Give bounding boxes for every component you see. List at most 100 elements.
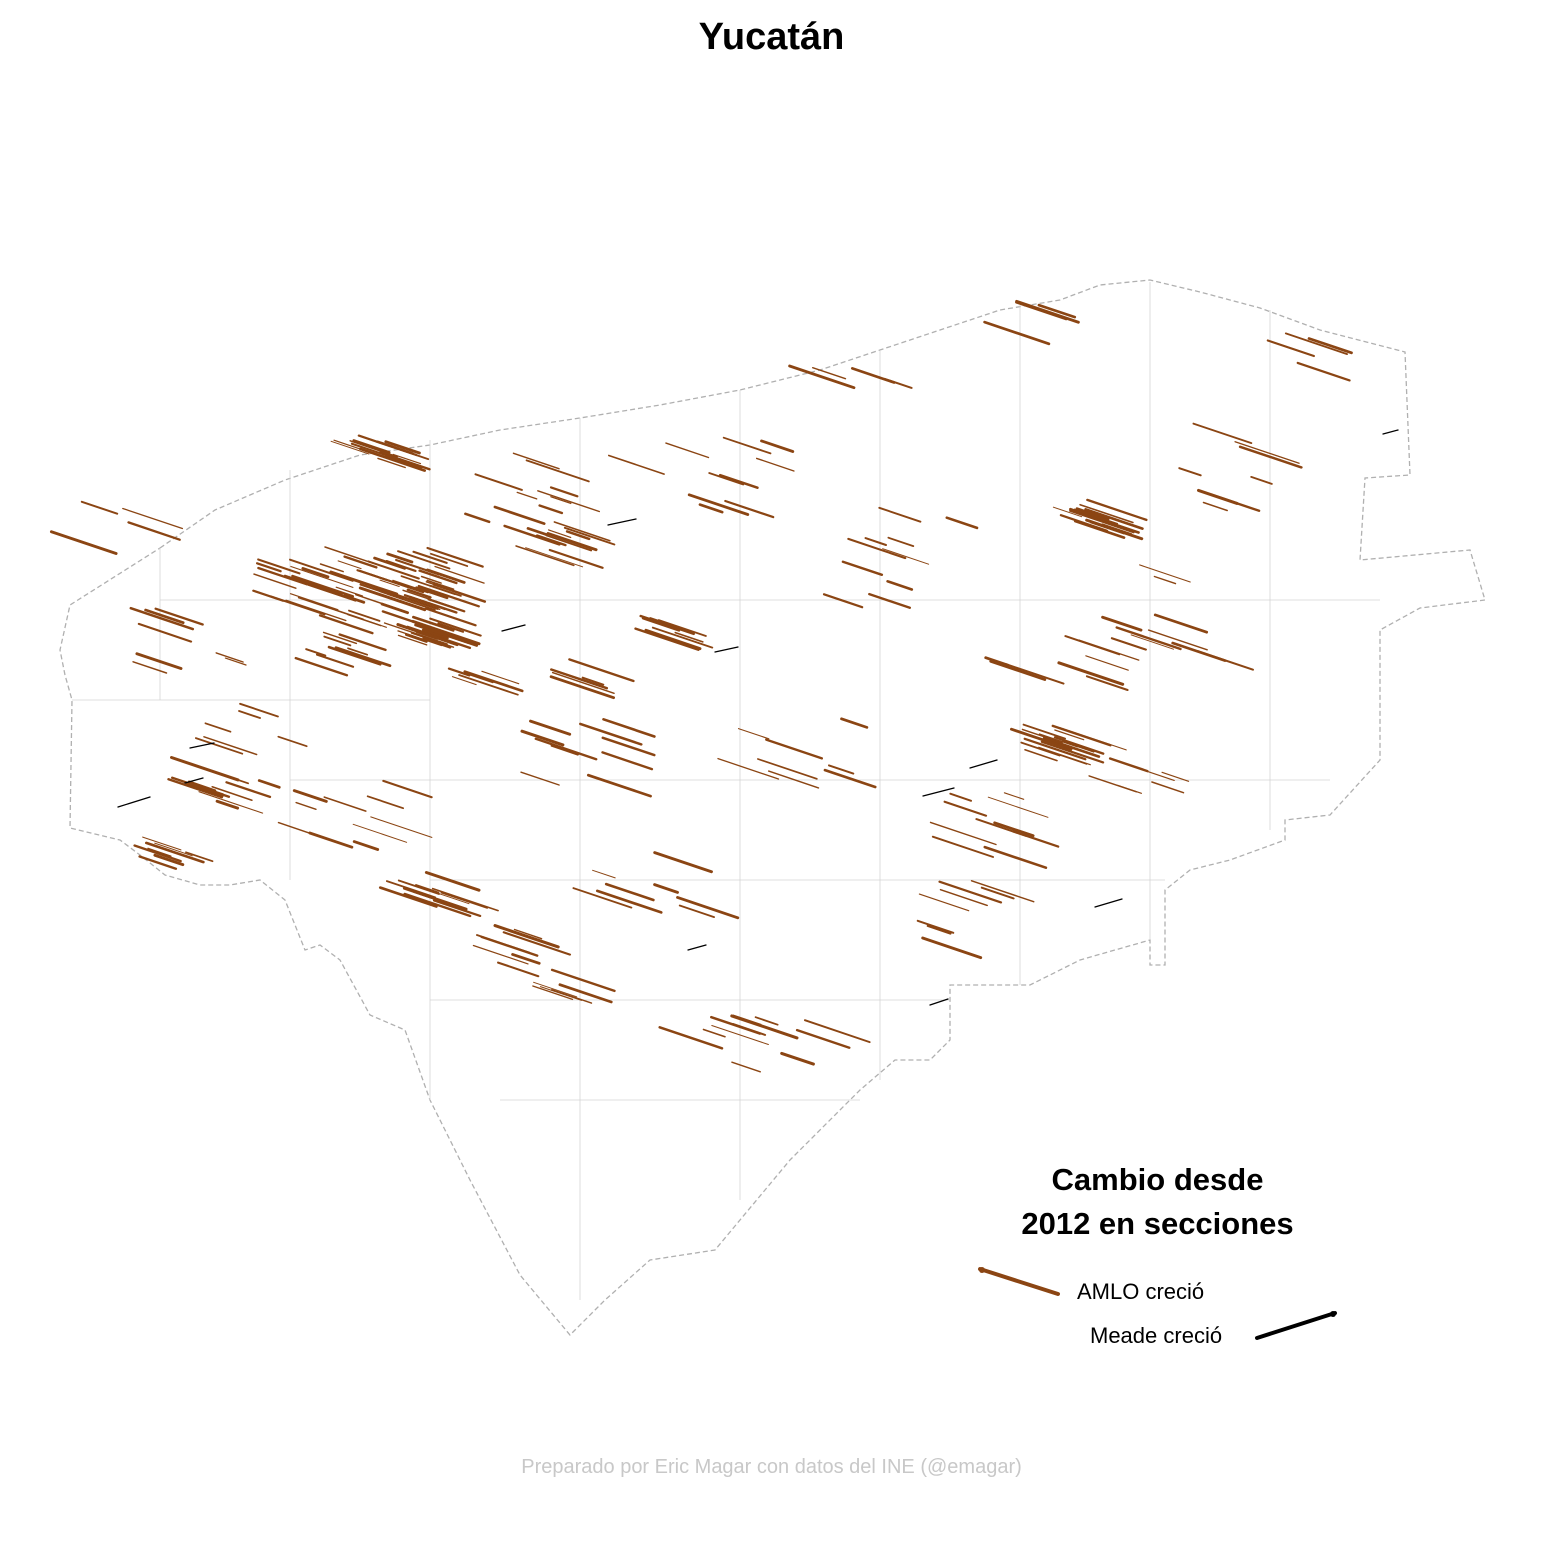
amlo-arrow [653,883,679,894]
amlo-arrow [1115,626,1182,651]
amlo-arrow [185,782,224,797]
amlo-arrow [847,537,907,560]
amlo-arrow [970,880,1035,903]
amlo-arrow [406,588,432,599]
amlo-arrow [939,888,988,907]
amlo-arrow [337,560,362,570]
amlo-arrow [257,779,281,789]
amlo-arrow [464,512,491,524]
amlo-arrow [1307,337,1353,355]
amlo-arrow [1003,792,1025,800]
amlo-arrow [377,457,406,469]
amlo-arrow [1054,729,1085,741]
amlo-arrow [359,583,405,600]
amlo-arrow [1208,493,1261,512]
amlo-arrow [1079,503,1134,524]
amlo-arrow [294,656,349,677]
amlo-arrow [1037,303,1077,319]
amlo-arrow [381,610,435,630]
amlo-arrow [403,594,458,614]
amlo-arrow [1088,775,1138,793]
municipal-boundaries [72,282,1380,1300]
amlo-arrow [868,592,911,609]
meade-arrow [714,646,739,653]
amlo-arrow [822,593,864,609]
amlo-arrow [658,1026,724,1050]
amlo-arrow [516,491,538,500]
amlo-arrow [415,884,440,894]
amlo-arrow [129,606,195,631]
amlo-arrow [292,789,328,803]
amlo-arrow [432,899,482,918]
amlo-arrow [497,961,540,978]
amlo-arrow [795,1028,851,1049]
amlo-arrow [338,633,387,652]
amlo-arrow [1057,661,1125,686]
amlo-arrow [512,452,560,470]
amlo-arrow [290,565,354,588]
amlo-arrow [322,631,358,645]
amlo-arrow [550,968,616,993]
meade-arrow [687,944,707,951]
amlo-arrow [987,796,1049,818]
amlo-arrow [80,500,119,515]
amlo-arrow [547,529,572,539]
amlo-arrow [373,586,441,611]
amlo-arrow [595,889,663,914]
amlo-arrow [550,496,572,505]
amlo-arrow [224,657,247,666]
amlo-arrow [525,547,584,568]
amlo-arrow [581,676,605,686]
amlo-arrow [154,607,204,626]
amlo-arrow [579,722,643,746]
amlo-arrow [551,671,615,694]
amlo-arrow [788,364,856,390]
amlo-arrow [533,981,578,998]
amlo-arrow [440,892,488,909]
amlo-arrow [586,773,652,798]
amlo-arrow [333,439,392,460]
meade-arrow [1094,898,1123,908]
amlo-arrow [324,546,375,565]
amlo-arrow [731,1023,767,1036]
amlo-arrow [1296,361,1351,382]
amlo-arrow [1139,564,1191,583]
amlo-arrow [330,440,370,455]
amlo-arrow [382,779,433,799]
amlo-arrow [503,524,561,546]
amlo-arrow [1052,752,1088,765]
amlo-arrow [943,800,988,817]
meade-arrow [184,777,204,784]
amlo-arrow [327,645,382,666]
amlo-arrow [396,623,459,647]
amlo-arrow [437,622,465,633]
amlo-arrow [225,781,272,799]
amlo-arrow [639,614,695,636]
amlo-arrow [553,521,611,542]
amlo-arrow [392,453,422,465]
amlo-arrow [502,931,572,956]
amlo-arrow [422,636,452,649]
amlo-arrow [277,821,310,834]
amlo-arrow [185,851,214,863]
amlo-arrow [568,658,635,683]
amlo-arrow [708,472,745,486]
amlo-arrow [426,546,484,568]
amlo-arrow [515,545,575,567]
amlo-arrow [397,879,440,895]
legend-amlo-arrowhead [979,1267,985,1273]
legend-label-meade: Meade creció [1090,1323,1223,1348]
amlo-arrow [289,558,354,582]
amlo-arrow [730,1014,799,1040]
amlo-arrow [711,1025,769,1045]
amlo-arrow [1178,467,1202,477]
amlo-arrow [565,530,591,541]
amlo-arrow [493,505,546,525]
amlo-arrow [375,588,400,597]
amlo-arrow [1089,521,1125,535]
amlo-arrow [475,934,530,954]
amlo-arrow [366,795,405,810]
amlo-arrow [607,454,665,475]
amlo-arrow [1040,740,1105,764]
amlo-arrow [1284,332,1348,356]
